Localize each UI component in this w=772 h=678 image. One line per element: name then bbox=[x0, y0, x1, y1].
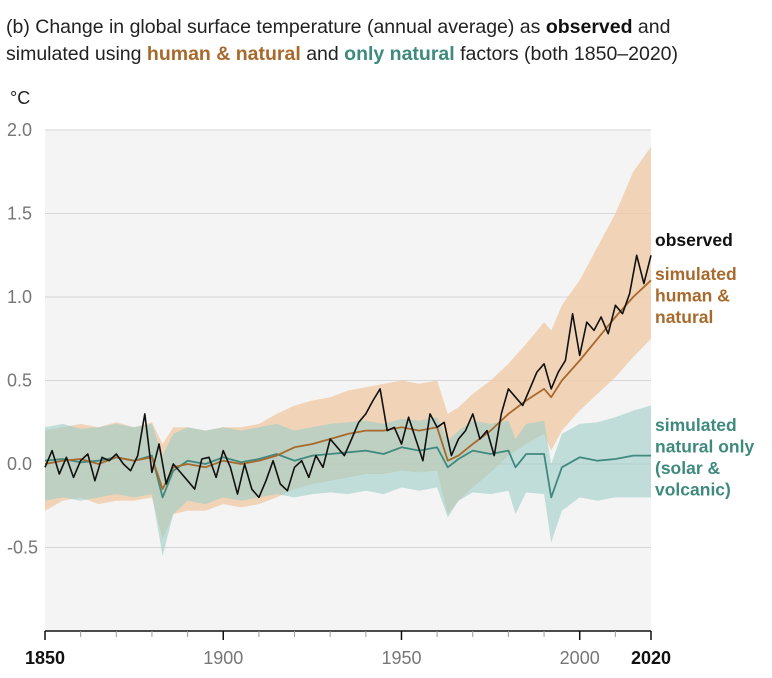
title-part3: simulated using bbox=[6, 43, 147, 65]
y-tick-label: 2.0 bbox=[7, 120, 32, 140]
title-part1: (b) Change in global surface temperature… bbox=[6, 16, 546, 38]
series-label-1: simulated human & natural bbox=[655, 264, 737, 327]
title-only-natural: only natural bbox=[344, 43, 455, 65]
y-tick-labels: 2.0 1.5 1.0 0.5 0.0 -0.5 bbox=[7, 120, 38, 558]
x-tick-label: 1900 bbox=[203, 648, 243, 668]
series-label-line: simulated bbox=[655, 264, 737, 284]
y-tick-label: 1.0 bbox=[7, 287, 32, 307]
band-2 bbox=[45, 405, 651, 556]
series-line-0 bbox=[44, 254, 652, 499]
series-label-line: observed bbox=[655, 230, 733, 250]
x-tick-label: 1850 bbox=[25, 648, 65, 668]
title-human-natural: human & natural bbox=[146, 43, 301, 65]
series-label-line: volcanic) bbox=[655, 480, 731, 500]
x-tick-label: 2020 bbox=[631, 648, 671, 668]
series-label-line: human & bbox=[655, 286, 730, 306]
axes bbox=[44, 630, 652, 640]
series-label-line: (solar & bbox=[655, 458, 721, 478]
chart-title: (b) Change in global surface temperature… bbox=[6, 14, 766, 68]
y-tick-label: -0.5 bbox=[7, 538, 38, 558]
title-part4: and bbox=[300, 43, 345, 65]
x-tick-labels: 1850 1900 1950 2000 2020 bbox=[25, 648, 671, 668]
title-part2: and bbox=[632, 16, 671, 38]
uncertainty-bands bbox=[45, 146, 651, 556]
x-tick-label: 2000 bbox=[560, 648, 600, 668]
title-part5: factors (both 1850–2020) bbox=[454, 43, 679, 65]
y-tick-label: 1.5 bbox=[7, 204, 32, 224]
series-label-line: natural bbox=[655, 307, 713, 327]
x-tick-label: 1950 bbox=[381, 648, 421, 668]
series-lines bbox=[44, 254, 652, 499]
series-label-line: natural only bbox=[655, 437, 754, 457]
y-axis-label: °C bbox=[10, 88, 30, 108]
series-label-0: observed bbox=[655, 230, 733, 250]
y-tick-label: 0.0 bbox=[7, 454, 32, 474]
y-tick-label: 0.5 bbox=[7, 371, 32, 391]
series-label-2: simulated natural only (solar & volcanic) bbox=[655, 415, 754, 500]
series-label-line: simulated bbox=[655, 415, 737, 435]
title-observed: observed bbox=[545, 16, 633, 38]
